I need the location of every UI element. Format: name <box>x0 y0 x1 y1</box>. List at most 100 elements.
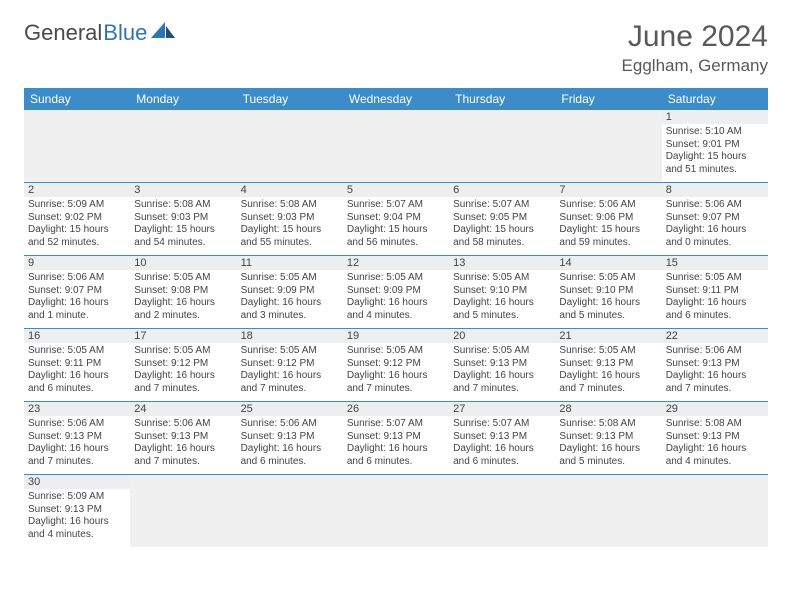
day-details: Sunrise: 5:08 AMSunset: 9:03 PMDaylight:… <box>134 199 232 249</box>
day-details: Sunrise: 5:05 AMSunset: 9:12 PMDaylight:… <box>134 345 232 395</box>
calendar-cell: 18 Sunrise: 5:05 AMSunset: 9:12 PMDayligh… <box>237 329 343 402</box>
day-details: Sunrise: 5:08 AMSunset: 9:03 PMDaylight:… <box>241 199 339 249</box>
calendar-cell: 25 Sunrise: 5:06 AMSunset: 9:13 PMDayligh… <box>237 402 343 475</box>
day-number: 2 <box>24 183 130 197</box>
day-number: 5 <box>343 183 449 197</box>
calendar-row: 9Sunrise: 5:06 AMSunset: 9:07 PMDaylight… <box>24 256 768 329</box>
weekday-header-row: SundayMondayTuesdayWednesdayThursdayFrid… <box>24 88 768 110</box>
calendar-cell-empty <box>130 475 236 548</box>
weekday-header: Tuesday <box>237 88 343 110</box>
day-details: Sunrise: 5:08 AMSunset: 9:13 PMDaylight:… <box>559 418 657 468</box>
day-number: 25 <box>237 402 343 416</box>
day-number: 6 <box>449 183 555 197</box>
calendar-cell: 23 Sunrise: 5:06 AMSunset: 9:13 PMDayligh… <box>24 402 130 475</box>
day-number: 8 <box>662 183 768 197</box>
day-details: Sunrise: 5:05 AMSunset: 9:09 PMDaylight:… <box>241 272 339 322</box>
day-details: Sunrise: 5:07 AMSunset: 9:04 PMDaylight:… <box>347 199 445 249</box>
day-details: Sunrise: 5:06 AMSunset: 9:13 PMDaylight:… <box>134 418 232 468</box>
logo-text-accent: Blue <box>103 20 147 46</box>
calendar-cell-empty <box>343 110 449 183</box>
day-details: Sunrise: 5:06 AMSunset: 9:06 PMDaylight:… <box>559 199 657 249</box>
day-number: 21 <box>555 329 661 343</box>
weekday-header: Thursday <box>449 88 555 110</box>
calendar-cell: 7 Sunrise: 5:06 AMSunset: 9:06 PMDaylight… <box>555 183 661 256</box>
day-details: Sunrise: 5:05 AMSunset: 9:10 PMDaylight:… <box>559 272 657 322</box>
calendar-cell: 15Sunrise: 5:05 AMSunset: 9:11 PMDayligh… <box>662 256 768 329</box>
day-details: Sunrise: 5:10 AMSunset: 9:01 PMDaylight:… <box>666 126 764 176</box>
day-number: 16 <box>24 329 130 343</box>
month-title: June 2024 <box>622 20 768 54</box>
logo-text-main: General <box>24 20 102 46</box>
calendar-cell-empty <box>449 475 555 548</box>
header: GeneralBlue June 2024 Egglham, Germany <box>24 20 768 76</box>
calendar-cell: 12Sunrise: 5:05 AMSunset: 9:09 PMDayligh… <box>343 256 449 329</box>
logo: GeneralBlue <box>24 20 177 46</box>
calendar-cell-empty <box>237 110 343 183</box>
day-details: Sunrise: 5:05 AMSunset: 9:11 PMDaylight:… <box>666 272 764 322</box>
day-details: Sunrise: 5:07 AMSunset: 9:13 PMDaylight:… <box>453 418 551 468</box>
day-number: 11 <box>237 256 343 270</box>
day-details: Sunrise: 5:05 AMSunset: 9:12 PMDaylight:… <box>241 345 339 395</box>
weekday-header: Sunday <box>24 88 130 110</box>
calendar-cell: 28 Sunrise: 5:08 AMSunset: 9:13 PMDayligh… <box>555 402 661 475</box>
day-details: Sunrise: 5:08 AMSunset: 9:13 PMDaylight:… <box>666 418 764 468</box>
day-details: Sunrise: 5:06 AMSunset: 9:07 PMDaylight:… <box>666 199 764 249</box>
calendar-row: 30 Sunrise: 5:09 AMSunset: 9:13 PMDayligh… <box>24 475 768 548</box>
weekday-header: Monday <box>130 88 236 110</box>
calendar-row: 1 Sunrise: 5:10 AMSunset: 9:01 PMDaylight… <box>24 110 768 183</box>
calendar-cell: 13 Sunrise: 5:05 AMSunset: 9:10 PMDayligh… <box>449 256 555 329</box>
calendar-cell: 26Sunrise: 5:07 AMSunset: 9:13 PMDayligh… <box>343 402 449 475</box>
calendar-cell: 24Sunrise: 5:06 AMSunset: 9:13 PMDayligh… <box>130 402 236 475</box>
day-number: 12 <box>343 256 449 270</box>
day-number: 27 <box>449 402 555 416</box>
calendar-row: 2Sunrise: 5:09 AMSunset: 9:02 PMDaylight… <box>24 183 768 256</box>
calendar-cell: 21 Sunrise: 5:05 AMSunset: 9:13 PMDayligh… <box>555 329 661 402</box>
day-details: Sunrise: 5:05 AMSunset: 9:12 PMDaylight:… <box>347 345 445 395</box>
day-number: 23 <box>24 402 130 416</box>
day-number: 7 <box>555 183 661 197</box>
day-number: 4 <box>237 183 343 197</box>
day-details: Sunrise: 5:05 AMSunset: 9:08 PMDaylight:… <box>134 272 232 322</box>
day-details: Sunrise: 5:05 AMSunset: 9:10 PMDaylight:… <box>453 272 551 322</box>
day-number: 26 <box>343 402 449 416</box>
calendar-cell: 9Sunrise: 5:06 AMSunset: 9:07 PMDaylight… <box>24 256 130 329</box>
calendar-cell: 3Sunrise: 5:08 AMSunset: 9:03 PMDaylight… <box>130 183 236 256</box>
day-number: 1 <box>662 110 768 124</box>
day-number: 17 <box>130 329 236 343</box>
calendar-cell: 2Sunrise: 5:09 AMSunset: 9:02 PMDaylight… <box>24 183 130 256</box>
calendar-body: 1 Sunrise: 5:10 AMSunset: 9:01 PMDaylight… <box>24 110 768 547</box>
day-details: Sunrise: 5:06 AMSunset: 9:13 PMDaylight:… <box>241 418 339 468</box>
title-block: June 2024 Egglham, Germany <box>622 20 768 76</box>
calendar-cell: 17 Sunrise: 5:05 AMSunset: 9:12 PMDayligh… <box>130 329 236 402</box>
weekday-header: Saturday <box>662 88 768 110</box>
day-details: Sunrise: 5:06 AMSunset: 9:13 PMDaylight:… <box>28 418 126 468</box>
calendar-table: SundayMondayTuesdayWednesdayThursdayFrid… <box>24 88 768 547</box>
calendar-cell-empty <box>449 110 555 183</box>
calendar-cell-empty <box>343 475 449 548</box>
day-details: Sunrise: 5:06 AMSunset: 9:13 PMDaylight:… <box>666 345 764 395</box>
day-number: 18 <box>237 329 343 343</box>
calendar-cell-empty <box>662 475 768 548</box>
calendar-cell: 16 Sunrise: 5:05 AMSunset: 9:11 PMDayligh… <box>24 329 130 402</box>
day-details: Sunrise: 5:05 AMSunset: 9:13 PMDaylight:… <box>559 345 657 395</box>
day-details: Sunrise: 5:09 AMSunset: 9:13 PMDaylight:… <box>28 491 126 541</box>
calendar-cell: 8 Sunrise: 5:06 AMSunset: 9:07 PMDaylight… <box>662 183 768 256</box>
day-details: Sunrise: 5:05 AMSunset: 9:11 PMDaylight:… <box>28 345 126 395</box>
day-number: 20 <box>449 329 555 343</box>
day-number: 10 <box>130 256 236 270</box>
sail-icon <box>151 20 177 46</box>
day-number: 28 <box>555 402 661 416</box>
day-number: 30 <box>24 475 130 489</box>
calendar-cell: 29 Sunrise: 5:08 AMSunset: 9:13 PMDayligh… <box>662 402 768 475</box>
day-number: 19 <box>343 329 449 343</box>
day-number: 13 <box>449 256 555 270</box>
calendar-cell: 5 Sunrise: 5:07 AMSunset: 9:04 PMDaylight… <box>343 183 449 256</box>
calendar-cell: 11 Sunrise: 5:05 AMSunset: 9:09 PMDayligh… <box>237 256 343 329</box>
weekday-header: Wednesday <box>343 88 449 110</box>
weekday-header: Friday <box>555 88 661 110</box>
day-number: 29 <box>662 402 768 416</box>
calendar-cell: 14Sunrise: 5:05 AMSunset: 9:10 PMDayligh… <box>555 256 661 329</box>
location: Egglham, Germany <box>622 56 768 76</box>
calendar-cell-empty <box>24 110 130 183</box>
day-details: Sunrise: 5:05 AMSunset: 9:13 PMDaylight:… <box>453 345 551 395</box>
